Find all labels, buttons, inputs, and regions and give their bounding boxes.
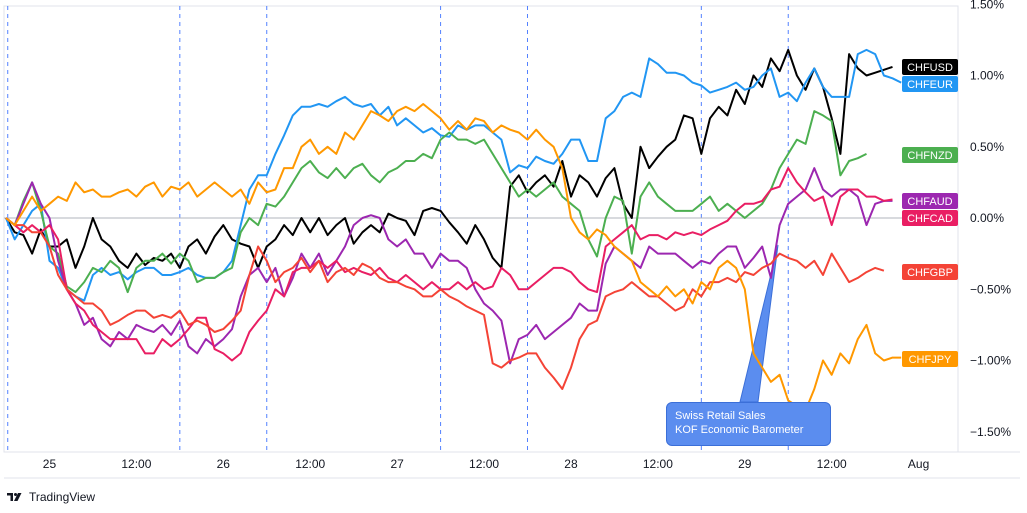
x-tick-label: 26 <box>217 457 231 471</box>
series-line-chfjpy <box>5 103 902 412</box>
x-tick-label: 12:00 <box>643 457 673 471</box>
y-tick-label: −1.50% <box>970 425 1011 439</box>
label-badge-chfnzd <box>902 147 958 163</box>
brand-name: TradingView <box>29 490 96 504</box>
tradingview-brand[interactable]: TradingView <box>6 488 95 506</box>
label-text-chfgbp: CHFGBP <box>907 267 953 279</box>
y-tick-label: −1.00% <box>970 354 1011 368</box>
x-tick-label: 12:00 <box>121 457 151 471</box>
label-text-chfcad: CHFCAD <box>907 213 953 225</box>
series-line-chfeur <box>5 48 902 302</box>
label-badge-chfaud <box>902 193 958 209</box>
y-tick-label: 1.50% <box>970 0 1004 11</box>
label-text-chfeur: CHFEUR <box>907 79 953 91</box>
label-text-chfnzd: CHFNZD <box>907 150 952 162</box>
label-badge-chfeur <box>902 76 958 92</box>
y-tick-label: −0.50% <box>970 282 1011 296</box>
series-line-chfnzd <box>5 110 867 294</box>
label-text-chfaud: CHFAUD <box>907 196 952 208</box>
label-badge-chfjpy <box>902 351 958 367</box>
annotation-line-1: Swiss Retail Sales <box>675 410 766 422</box>
annotation-line-2: KOF Economic Barometer <box>675 424 804 436</box>
x-tick-label: 12:00 <box>469 457 499 471</box>
x-tick-label: 28 <box>564 457 578 471</box>
label-badge-chfgbp <box>902 264 958 280</box>
x-tick-label: 12:00 <box>817 457 847 471</box>
label-badge-chfcad <box>902 210 958 226</box>
x-tick-label: 12:00 <box>295 457 325 471</box>
label-text-chfjpy: CHFJPY <box>909 354 952 366</box>
label-badge-chfusd <box>902 59 958 75</box>
series-line-chfcad <box>5 167 893 362</box>
y-tick-label: 0.00% <box>970 211 1004 225</box>
x-tick-label: 27 <box>390 457 404 471</box>
series-line-chfgbp <box>5 217 885 390</box>
x-tick-label: Aug <box>908 457 929 471</box>
series-line-chfusd <box>5 48 893 269</box>
label-text-chfusd: CHFUSD <box>907 62 953 74</box>
event-annotation[interactable]: Swiss Retail Sales KOF Economic Baromete… <box>666 402 831 446</box>
series-line-chfaud <box>5 167 893 365</box>
y-tick-label: 0.50% <box>970 140 1004 154</box>
tradingview-logo-icon <box>7 493 22 501</box>
x-tick-label: 25 <box>43 457 57 471</box>
y-tick-label: 1.00% <box>970 69 1004 83</box>
x-tick-label: 29 <box>738 457 752 471</box>
